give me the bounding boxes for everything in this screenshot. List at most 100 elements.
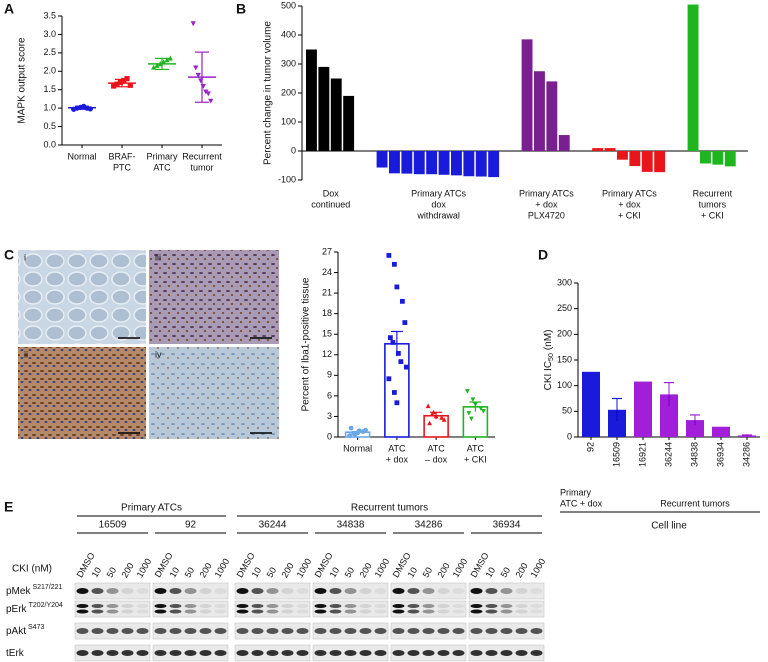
band [470,604,483,608]
group-label: Primary ATCs [602,188,657,198]
bar [376,151,388,168]
data-point [347,433,353,439]
group-label: + dox [535,199,558,209]
bar [401,151,413,174]
band [359,650,372,656]
data-point [468,416,474,422]
data-point [356,428,362,434]
band [344,588,357,594]
band [154,604,167,608]
bar [617,151,628,160]
data-point [387,335,393,341]
data-point [470,397,476,402]
bar [534,71,545,151]
dose-label: 10 [90,566,104,580]
band [154,588,167,594]
blot-strip [234,582,311,600]
band [422,609,435,614]
band [76,588,89,594]
data-point [395,351,401,356]
dose-label: 10 [168,566,182,580]
bar [582,371,600,437]
group-header: Recurrent tumors [351,503,428,514]
data-point [167,55,173,61]
y-axis-title: CKI IC50 (nM) [543,330,556,391]
band [266,604,279,608]
band [314,588,327,594]
data-point [348,425,354,431]
data-point [363,427,369,433]
band [437,604,450,608]
band [76,609,89,614]
y-axis-title-part: (nM) [543,330,554,351]
bar [488,151,500,178]
dose-label: 1000 [373,557,392,579]
blot-strip [312,582,389,600]
band [392,588,405,594]
dose-label: 10 [406,566,420,580]
band [392,609,405,614]
y-tick-label: -100 [278,174,296,184]
y-axis-title: Percent change in tumor volume [263,21,274,165]
band [344,650,357,656]
bar [475,151,487,177]
data-point [403,364,409,370]
x-tick-label: ATC [153,162,171,172]
bar [463,151,475,177]
y-tick-label: 2.0 [43,66,56,76]
band [251,609,264,614]
band [251,588,264,594]
y-tick-label: 1.0 [43,103,56,113]
group-label: + dox [618,199,641,209]
x-tick-label: ATC [427,443,445,453]
blot-strip [74,600,151,618]
group-label: dox [431,199,446,209]
data-point [203,89,209,95]
band [154,609,167,614]
cell-line-label: 36934 [493,520,521,531]
x-tick-label: 34838 [689,442,699,467]
data-point [151,64,157,70]
band [422,650,435,656]
dose-label: 50 [343,566,357,580]
bar [629,151,641,167]
group-label: Primary [560,487,591,497]
cell-line-label: 92 [185,520,197,531]
band [374,609,387,614]
band [169,588,182,594]
x-axis-title: Cell line [651,521,687,532]
data-point [427,420,433,426]
band [500,604,513,608]
y-tick-label: 21 [322,287,332,297]
data-point [195,72,201,78]
band [214,604,227,608]
y-tick-label: 12 [322,349,332,359]
bar [592,148,604,151]
band [296,628,309,634]
dose-label: 50 [183,566,197,580]
protein-name: tErk [6,648,25,659]
panel-letter: B [236,1,246,17]
dose-label: 1000 [213,557,232,579]
x-tick-label: Primary [147,151,178,161]
y-tick-label: 300 [281,58,296,68]
band [154,628,167,634]
band [485,588,498,594]
band [199,650,212,656]
band [515,588,528,594]
band [106,650,119,656]
bar [608,409,626,437]
band [121,609,134,614]
data-point [127,82,133,88]
band [251,650,264,656]
y-tick-label: 18 [322,308,332,318]
x-tick-label: + CKI [464,454,487,464]
data-point [394,284,400,290]
dose-label: 10 [328,566,342,580]
band [422,588,435,594]
y-axis-title-part: CKI IC [543,361,554,390]
band [121,588,134,594]
y-tick-label: 400 [281,29,296,39]
band [344,628,357,634]
data-point [386,376,392,382]
